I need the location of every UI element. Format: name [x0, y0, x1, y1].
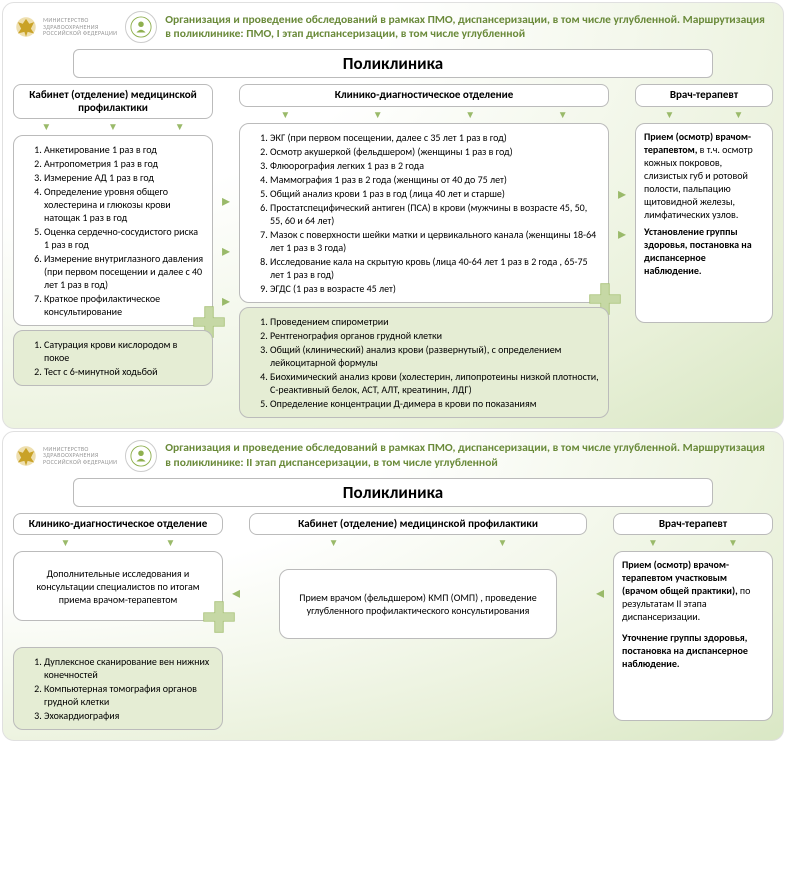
panel1-header-row: МИНИСТЕРСТВО ЗДРАВООХРАНЕНИЯ РОССИЙСКОЙ …	[13, 11, 773, 43]
list-item: Флюорография легких 1 раз в 2 года	[270, 159, 600, 172]
arrows-down: ▼▼	[635, 111, 773, 119]
ministry-line3: РОССИЙСКОЙ ФЕДЕРАЦИИ	[43, 30, 117, 37]
panel1-col2-greenbox: Проведением спирометрии Рентгенография о…	[239, 307, 609, 418]
list-item: Мазок с поверхности шейки матки и цервик…	[270, 228, 600, 254]
list-item: Простатспецифический антиген (ПСА) в кро…	[270, 201, 600, 227]
list-item: Определение уровня общего холестерина и …	[44, 185, 204, 224]
ministry-text: МИНИСТЕРСТВО ЗДРАВООХРАНЕНИЯ РОССИЙСКОЙ …	[43, 446, 117, 466]
panel2-col3-p2: Уточнение группы здоровья, постановка на…	[622, 631, 764, 670]
ministry-emblem: МИНИСТЕРСТВО ЗДРАВООХРАНЕНИЯ РОССИЙСКОЙ …	[13, 14, 117, 40]
panel2-col1-box: Дополнительные исследования и консультац…	[13, 551, 223, 621]
connector-arrows: ▸▸	[617, 84, 627, 418]
panel-stage2: МИНИСТЕРСТВО ЗДРАВООХРАНЕНИЯ РОССИЙСКОЙ …	[2, 431, 784, 742]
list-item: Биохимический анализ крови (холестерин, …	[270, 370, 600, 396]
eagle-icon	[13, 14, 39, 40]
panel1-columns: Кабинет (отделение) медицинской профилак…	[13, 84, 773, 418]
list-item: Краткое профилактическое консультировани…	[44, 292, 204, 318]
panel2-title: Организация и проведение обследований в …	[165, 441, 773, 470]
round-logo	[125, 440, 157, 472]
panel1-col3-p2: Установление группы здоровья, постановка…	[644, 225, 764, 277]
panel1-col2-box1: ЭКГ (при первом посещении, далее с 35 ле…	[239, 123, 609, 303]
panel1-col3-head: Врач-терапевт	[635, 84, 773, 107]
panel2-col1-head: Клинико-диагностическое отделение	[13, 513, 223, 536]
list-item: Сатурация крови кислородом в покое	[44, 338, 204, 364]
panel1-col1-greenbox: Сатурация крови кислородом в покое Тест …	[13, 330, 213, 386]
arrows-down: ▼▼	[249, 539, 587, 547]
list-item: Проведением спирометрии	[270, 315, 600, 328]
list-item: Общий (клинический) анализ крови (развер…	[270, 343, 600, 369]
list-item: Осмотр акушеркой (фельдшером) (женщины 1…	[270, 145, 600, 158]
ministry-text: МИНИСТЕРСТВО ЗДРАВООХРАНЕНИЯ РОССИЙСКОЙ …	[43, 17, 117, 37]
list-item: Дуплексное сканирование вен нижних конеч…	[44, 655, 214, 681]
connector-arrows: ◂	[595, 513, 605, 731]
panel2-col3-head: Врач-терапевт	[613, 513, 773, 536]
panel1-col1-list: Анкетирование 1 раз в год Антропометрия …	[44, 143, 204, 318]
panel2-col2-head: Кабинет (отделение) медицинской профилак…	[249, 513, 587, 536]
arrows-down: ▼▼	[13, 539, 223, 547]
list-item: Определение концентрации Д-димера в кров…	[270, 397, 600, 410]
panel2-col1: Клинико-диагностическое отделение ▼▼ Доп…	[13, 513, 223, 731]
panel2-col3-p1: Прием (осмотр) врачом-терапевтом участко…	[622, 558, 764, 623]
list-item: Общий анализ крови 1 раз в год (лица 40 …	[270, 187, 600, 200]
panel2-main-title: Поликлиника	[73, 478, 713, 507]
leaf-person-icon	[130, 445, 152, 467]
list-item: Антропометрия 1 раз в год	[44, 157, 204, 170]
list-item: ЭКГ (при первом посещении, далее с 35 ле…	[270, 131, 600, 144]
list-item: Компьютерная томография органов грудной …	[44, 682, 214, 708]
list-item: Тест с 6-минутной ходьбой	[44, 365, 204, 378]
ministry-line3: РОССИЙСКОЙ ФЕДЕРАЦИИ	[43, 459, 117, 466]
arrows-down: ▼▼	[613, 539, 773, 547]
panel1-col3-box: Прием (осмотр) врачом-терапевтом, в т.ч.…	[635, 123, 773, 323]
panel1-col2-greenlist: Проведением спирометрии Рентгенография о…	[270, 315, 600, 410]
panel2-col3-box: Прием (осмотр) врачом-терапевтом участко…	[613, 551, 773, 721]
panel2-columns: Клинико-диагностическое отделение ▼▼ Доп…	[13, 513, 773, 731]
eagle-icon	[13, 443, 39, 469]
list-item: Эхокардиография	[44, 709, 214, 722]
arrows-down: ▼▼▼▼	[239, 111, 609, 119]
panel2-header-row: МИНИСТЕРСТВО ЗДРАВООХРАНЕНИЯ РОССИЙСКОЙ …	[13, 440, 773, 472]
panel1-main-title: Поликлиника	[73, 49, 713, 78]
panel2-col2-box: Прием врачом (фельдшером) КМП (ОМП) , пр…	[279, 569, 557, 639]
list-item: Анкетирование 1 раз в год	[44, 143, 204, 156]
panel2-col1-para: Дополнительные исследования и консультац…	[22, 567, 214, 606]
panel1-col2-list: ЭКГ (при первом посещении, далее с 35 ле…	[270, 131, 600, 295]
plus-icon	[202, 600, 236, 634]
list-item: Исследование кала на скрытую кровь (лица…	[270, 255, 600, 281]
connector-arrows: ▸▸▸	[221, 84, 231, 418]
panel1-col2: Клинико-диагностическое отделение ▼▼▼▼ Э…	[239, 84, 609, 418]
panel1-col2-head: Клинико-диагностическое отделение	[239, 84, 609, 107]
panel2-col2: Кабинет (отделение) медицинской профилак…	[249, 513, 587, 731]
panel2-col1-greenbox: Дуплексное сканирование вен нижних конеч…	[13, 647, 223, 730]
panel1-col1: Кабинет (отделение) медицинской профилак…	[13, 84, 213, 418]
list-item: Измерение АД 1 раз в год	[44, 171, 204, 184]
panel2-col1-greenlist: Дуплексное сканирование вен нижних конеч…	[44, 655, 214, 722]
panel2-col3: Врач-терапевт ▼▼ Прием (осмотр) врачом-т…	[613, 513, 773, 731]
panel1-col1-greenlist: Сатурация крови кислородом в покое Тест …	[44, 338, 204, 378]
round-logo	[125, 11, 157, 43]
list-item: Рентгенография органов грудной клетки	[270, 329, 600, 342]
arrows-down: ▼▼▼	[13, 123, 213, 131]
panel1-title: Организация и проведение обследований в …	[165, 13, 773, 42]
list-item: Оценка сердечно-сосудистого риска 1 раз …	[44, 225, 204, 251]
leaf-person-icon	[130, 16, 152, 38]
bold-lead: Прием (осмотр) врачом-терапевтом участко…	[622, 558, 738, 597]
list-item: Измерение внутриглазного давления (при п…	[44, 252, 204, 291]
panel1-col1-box1: Анкетирование 1 раз в год Антропометрия …	[13, 135, 213, 326]
panel2-col2-para: Прием врачом (фельдшером) КМП (ОМП) , пр…	[288, 591, 548, 617]
panel-stage1: МИНИСТЕРСТВО ЗДРАВООХРАНЕНИЯ РОССИЙСКОЙ …	[2, 2, 784, 429]
panel1-col3: Врач-терапевт ▼▼ Прием (осмотр) врачом-т…	[635, 84, 773, 418]
list-item: ЭГДС (1 раз в возрасте 45 лет)	[270, 282, 600, 295]
ministry-emblem: МИНИСТЕРСТВО ЗДРАВООХРАНЕНИЯ РОССИЙСКОЙ …	[13, 443, 117, 469]
list-item: Маммография 1 раз в 2 года (женщины от 4…	[270, 173, 600, 186]
panel1-col3-p1: Прием (осмотр) врачом-терапевтом, в т.ч.…	[644, 130, 764, 221]
panel1-col1-head: Кабинет (отделение) медицинской профилак…	[13, 84, 213, 119]
